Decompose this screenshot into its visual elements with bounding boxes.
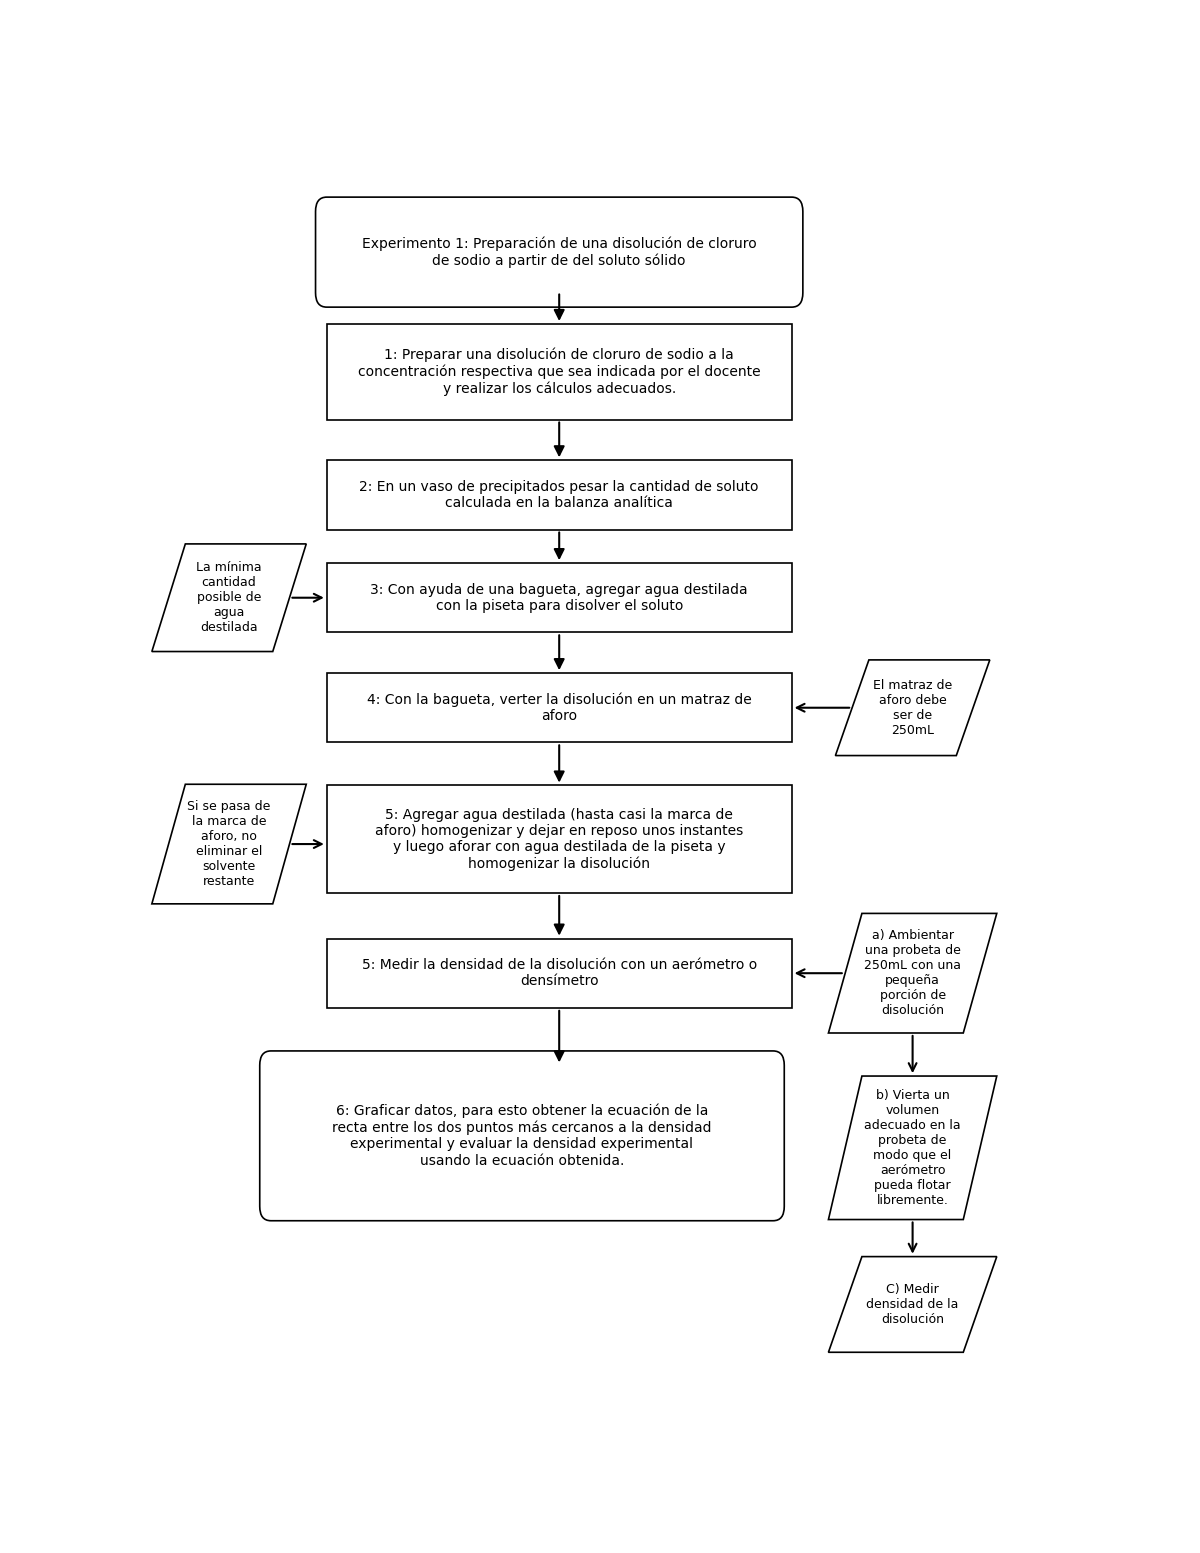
Text: 2: En un vaso de precipitados pesar la cantidad de soluto
calculada en la balanz: 2: En un vaso de precipitados pesar la c… bbox=[360, 480, 758, 509]
FancyBboxPatch shape bbox=[316, 197, 803, 307]
Polygon shape bbox=[828, 913, 997, 1033]
FancyBboxPatch shape bbox=[326, 786, 792, 893]
Polygon shape bbox=[828, 1256, 997, 1353]
FancyBboxPatch shape bbox=[326, 672, 792, 742]
Polygon shape bbox=[152, 784, 306, 904]
Text: La mínima
cantidad
posible de
agua
destilada: La mínima cantidad posible de agua desti… bbox=[197, 561, 262, 634]
FancyBboxPatch shape bbox=[326, 460, 792, 530]
Text: 1: Preparar una disolución de cloruro de sodio a la
concentración respectiva que: 1: Preparar una disolución de cloruro de… bbox=[358, 348, 761, 396]
Text: 4: Con la bagueta, verter la disolución en un matraz de
aforo: 4: Con la bagueta, verter la disolución … bbox=[367, 693, 751, 724]
Text: C) Medir
densidad de la
disolución: C) Medir densidad de la disolución bbox=[866, 1283, 959, 1326]
Text: 5: Agregar agua destilada (hasta casi la marca de
aforo) homogenizar y dejar en : 5: Agregar agua destilada (hasta casi la… bbox=[376, 808, 743, 871]
Text: Experimento 1: Preparación de una disolución de cloruro
de sodio a partir de del: Experimento 1: Preparación de una disolu… bbox=[362, 236, 756, 267]
FancyBboxPatch shape bbox=[326, 564, 792, 632]
FancyBboxPatch shape bbox=[259, 1051, 785, 1221]
Text: El matraz de
aforo debe
ser de
250mL: El matraz de aforo debe ser de 250mL bbox=[872, 679, 953, 736]
FancyBboxPatch shape bbox=[326, 325, 792, 419]
Polygon shape bbox=[152, 544, 306, 652]
Text: b) Vierta un
volumen
adecuado en la
probeta de
modo que el
aerόmetro
pueda flota: b) Vierta un volumen adecuado en la prob… bbox=[864, 1089, 961, 1207]
FancyBboxPatch shape bbox=[326, 938, 792, 1008]
Text: a) Ambientar
una probeta de
250mL con una
pequeña
porción de
disolución: a) Ambientar una probeta de 250mL con un… bbox=[864, 929, 961, 1017]
Text: 3: Con ayuda de una bagueta, agregar agua destilada
con la piseta para disolver : 3: Con ayuda de una bagueta, agregar agu… bbox=[371, 582, 748, 613]
Polygon shape bbox=[828, 1076, 997, 1219]
Text: 5: Medir la densidad de la disolución con un aerómetro o
densímetro: 5: Medir la densidad de la disolución co… bbox=[361, 958, 757, 988]
Text: 6: Graficar datos, para esto obtener la ecuación de la
recta entre los dos punto: 6: Graficar datos, para esto obtener la … bbox=[332, 1104, 712, 1168]
Polygon shape bbox=[835, 660, 990, 756]
Text: Si se pasa de
la marca de
aforo, no
eliminar el
solvente
restante: Si se pasa de la marca de aforo, no elim… bbox=[187, 800, 271, 888]
